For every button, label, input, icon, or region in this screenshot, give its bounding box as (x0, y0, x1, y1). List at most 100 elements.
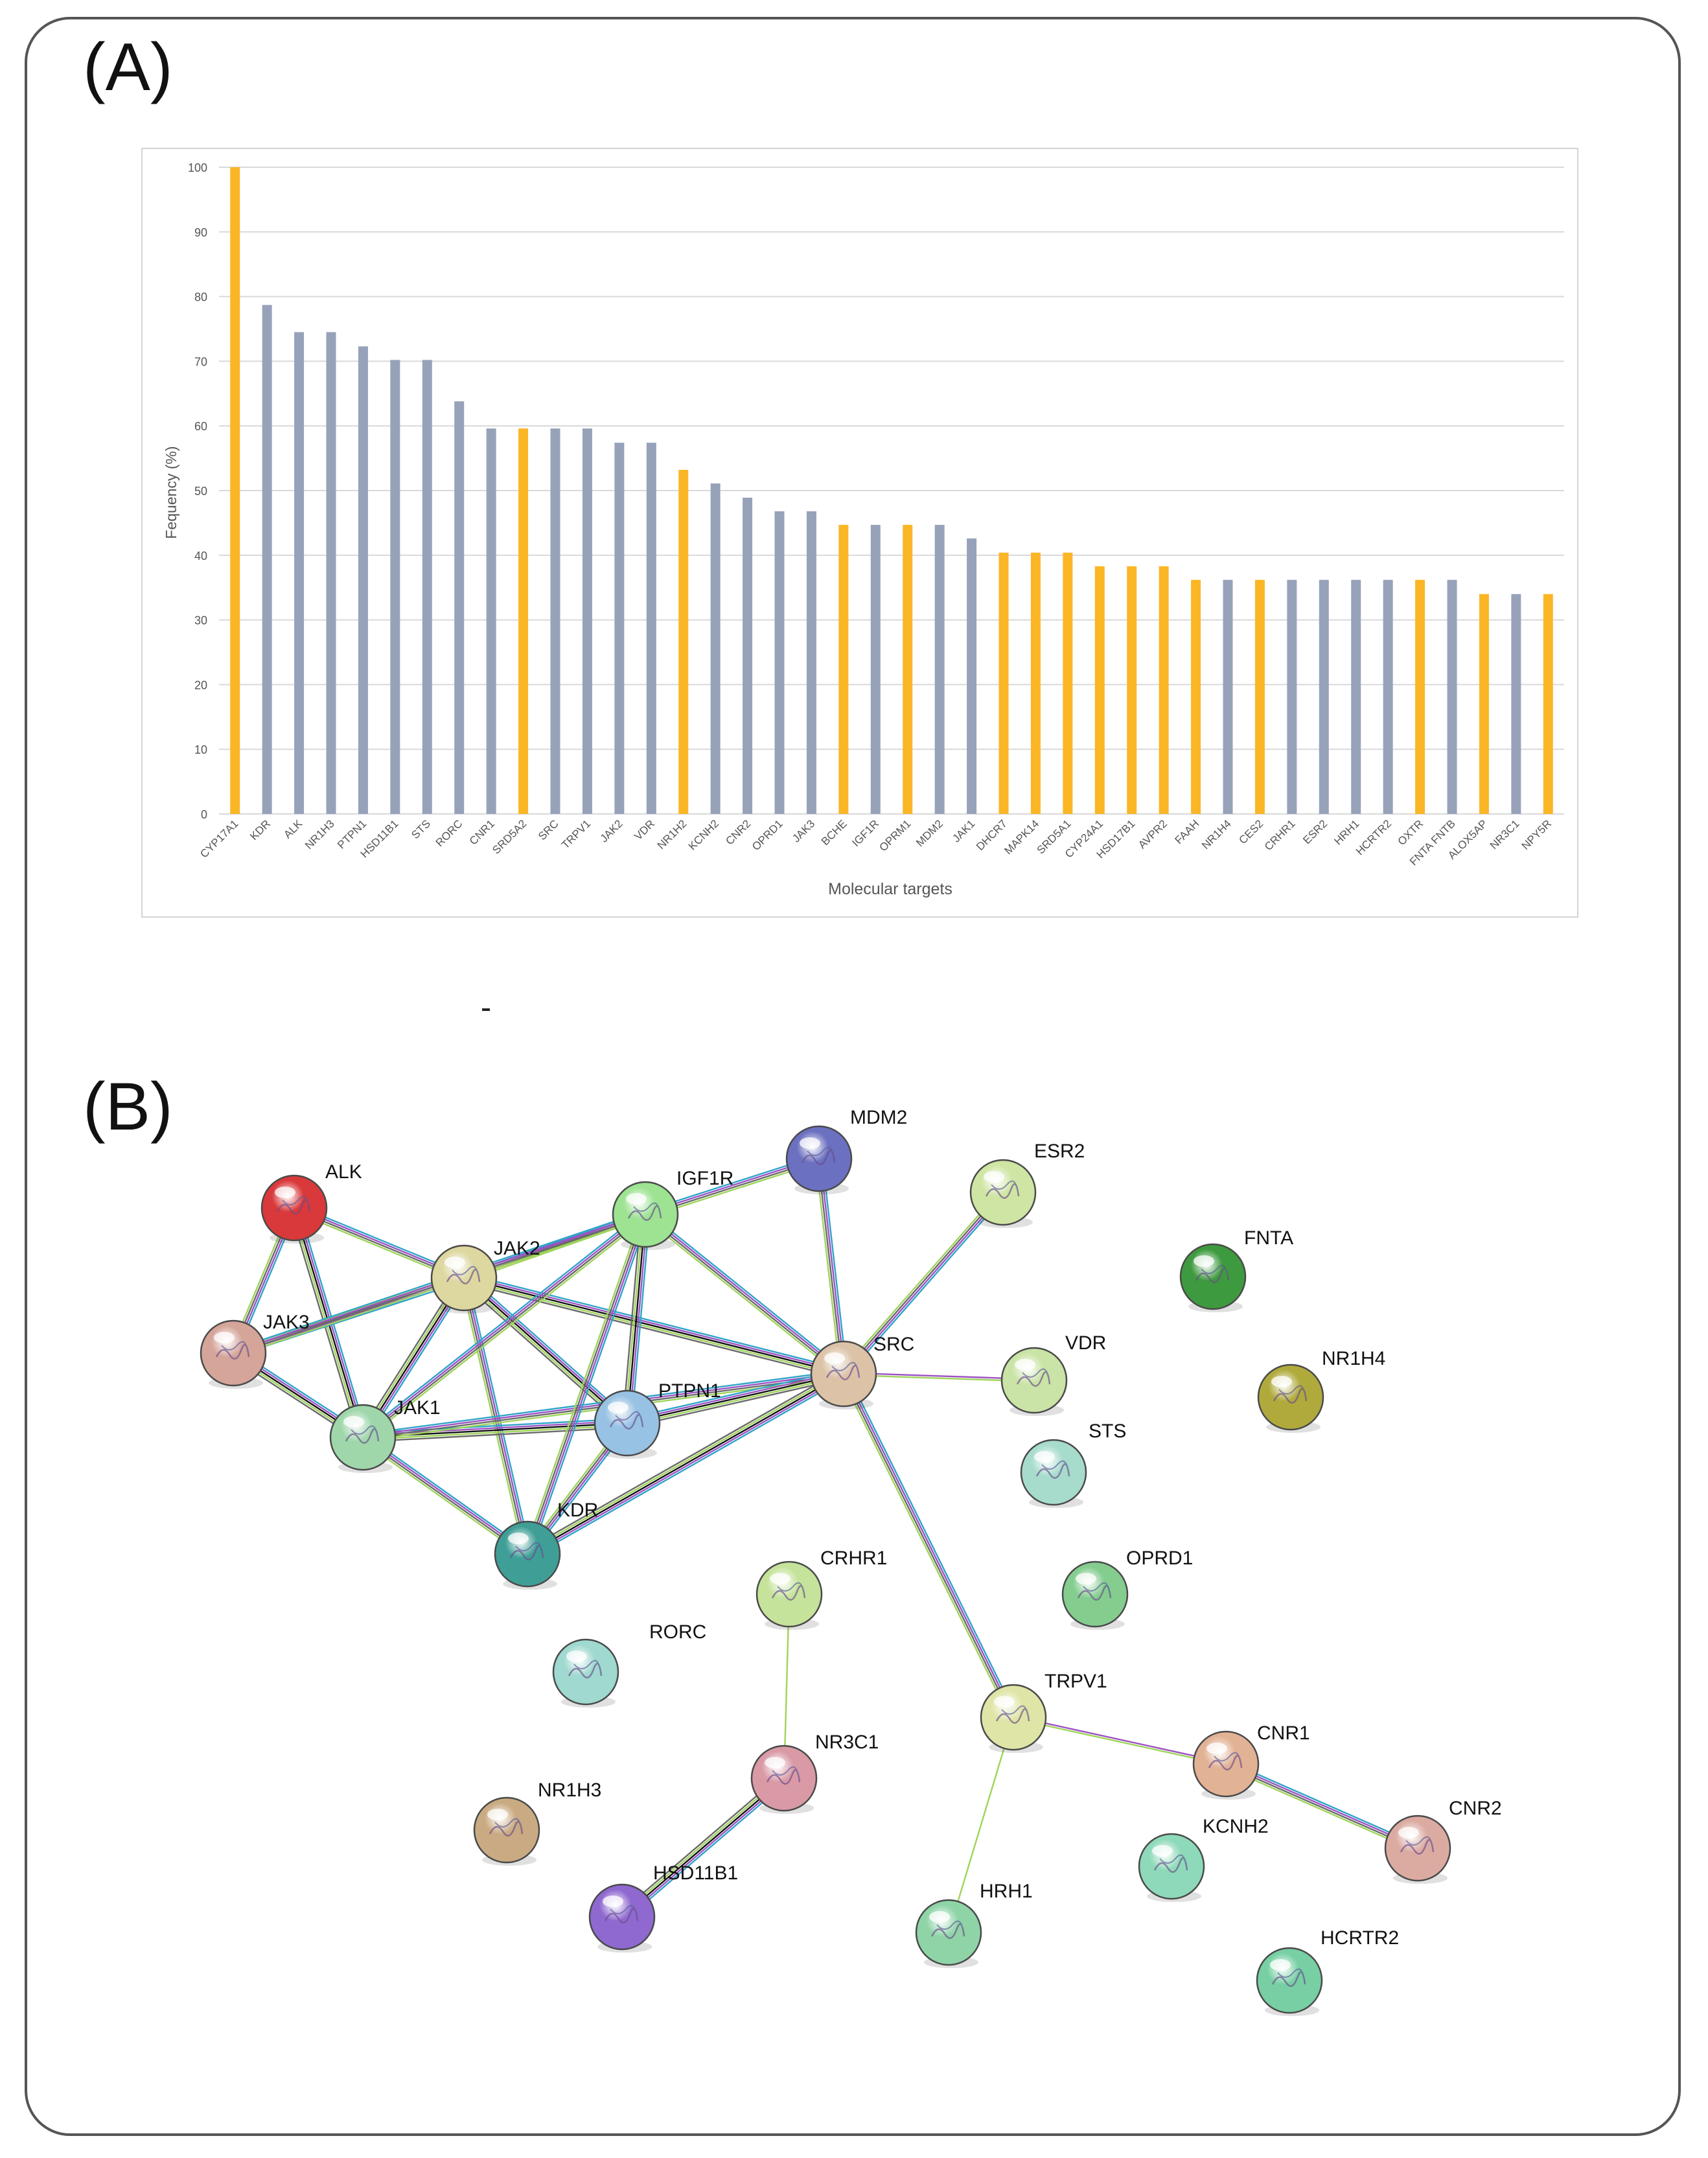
node-sphere (1061, 1560, 1129, 1628)
node-nr3c1[interactable]: NR3C1 (750, 1732, 879, 1814)
node-jak3[interactable]: JAK3 (200, 1312, 310, 1389)
node-sphere (1000, 1347, 1068, 1414)
node-sphere (810, 1340, 877, 1408)
edge-strand (645, 1212, 845, 1374)
bar-kcnh2 (710, 483, 721, 814)
edge-strand (845, 1194, 1006, 1377)
node-label: JAK1 (394, 1397, 441, 1419)
node-sphere (1256, 1947, 1323, 2014)
edge-strand (842, 1374, 1013, 1719)
edge-strand (529, 1376, 846, 1559)
node-sphere (430, 1244, 498, 1312)
node-esr2[interactable]: ESR2 (969, 1141, 1085, 1228)
node-hsd11b1[interactable]: HSD11B1 (588, 1862, 738, 1953)
node-ptpn1[interactable]: PTPN1 (594, 1380, 721, 1459)
edge-strand (463, 1277, 628, 1424)
node-src[interactable]: SRC (810, 1334, 914, 1410)
edge-strand (363, 1426, 628, 1443)
edge-strand (627, 1373, 844, 1424)
protein-structure-icon (627, 1202, 662, 1221)
protein-structure-icon (1016, 1368, 1051, 1387)
node-sphere (1192, 1730, 1260, 1798)
network-nodes: ALK JAK2 JAK3 JAK1 IGF1R MDM2 ESR2 FNTA PTPN1 SRC… (200, 1107, 1502, 2016)
edge-strand (527, 1214, 647, 1555)
edge-strand (844, 1373, 1015, 1717)
node-label: IGF1R (676, 1168, 733, 1189)
node-highlight (1194, 1255, 1214, 1267)
bar-cnr2 (743, 497, 753, 814)
node-label: HRH1 (980, 1881, 1033, 1902)
bar-nr1h2 (678, 470, 689, 814)
edge-src-kdr (525, 1369, 846, 1559)
edge-src-trpv1 (840, 1372, 1017, 1719)
node-hcrtr2[interactable]: HCRTR2 (1256, 1927, 1399, 2016)
edge-strand (629, 1214, 649, 1424)
bar-nr1h3 (326, 332, 336, 814)
edge-trpv1-cnr1 (1013, 1715, 1227, 1766)
node-fnta[interactable]: FNTA (1179, 1227, 1293, 1312)
edge-jak1-ptpn1 (362, 1418, 628, 1443)
node-jak2[interactable]: JAK2 (430, 1238, 540, 1314)
node-nr1h4[interactable]: NR1H4 (1257, 1348, 1385, 1433)
edge-strand (364, 1433, 530, 1552)
bar-nr3c1 (1511, 594, 1521, 814)
protein-structure-icon (995, 1705, 1030, 1724)
node-alk[interactable]: ALK (260, 1161, 362, 1244)
bar-crhr1 (1287, 579, 1297, 814)
edge-strand (364, 1216, 648, 1441)
node-label: ALK (325, 1161, 362, 1183)
edge-strand (527, 1373, 844, 1555)
node-oprd1[interactable]: OPRD1 (1061, 1548, 1193, 1630)
bar-vdr (646, 443, 656, 814)
node-sphere (594, 1389, 661, 1457)
protein-structure-icon (1195, 1264, 1230, 1283)
y-tick-label: 0 (201, 808, 207, 821)
node-highlight (508, 1533, 529, 1544)
edge-strand (623, 1779, 786, 1920)
node-cnr2[interactable]: CNR2 (1384, 1798, 1502, 1884)
bar-oprd1 (774, 511, 785, 814)
node-sphere (200, 1319, 267, 1387)
edge-strand (618, 1774, 782, 1914)
edge-strand (461, 1279, 627, 1426)
panel-label-b: (B) (83, 1069, 173, 1144)
node-label: HCRTR2 (1321, 1927, 1399, 1949)
node-cnr1[interactable]: CNR1 (1192, 1723, 1310, 1800)
node-crhr1[interactable]: CRHR1 (756, 1548, 887, 1630)
edge-igf1r-kdr (524, 1212, 649, 1556)
edge-jak2-ptpn1 (460, 1274, 631, 1427)
bar-esr2 (1319, 579, 1329, 814)
node-igf1r[interactable]: IGF1R (612, 1168, 733, 1250)
node-kdr[interactable]: KDR (494, 1500, 598, 1590)
node-vdr[interactable]: VDR (1000, 1332, 1106, 1416)
node-jak1[interactable]: JAK1 (329, 1397, 441, 1473)
node-rorc[interactable]: RORC (552, 1621, 706, 1708)
node-label: TRPV1 (1044, 1671, 1107, 1692)
edge-strand (840, 1375, 1011, 1719)
node-nr1h3[interactable]: NR1H3 (473, 1780, 601, 1866)
edge-strand (814, 1159, 842, 1375)
edge-strand (463, 1281, 843, 1379)
bar-srd5a2 (518, 428, 529, 814)
node-hrh1[interactable]: HRH1 (915, 1881, 1033, 1968)
edge-strand (624, 1214, 644, 1423)
edge-strand (529, 1215, 649, 1556)
bar-alox5ap (1479, 594, 1489, 814)
node-kcnh2[interactable]: KCNH2 (1138, 1816, 1269, 1902)
node-label: OPRD1 (1126, 1548, 1193, 1569)
node-sphere (588, 1883, 656, 1951)
y-tick-label: 70 (194, 355, 207, 368)
panel-label-a: (A) (83, 30, 173, 105)
node-trpv1[interactable]: TRPV1 (980, 1671, 1107, 1753)
node-sts[interactable]: STS (1020, 1421, 1126, 1508)
edge-strand (620, 1776, 783, 1916)
node-mdm2[interactable]: MDM2 (785, 1107, 907, 1194)
protein-structure-icon (985, 1180, 1020, 1199)
node-highlight (1034, 1451, 1055, 1463)
bar-chart-panel: 0 10 20 30 40 50 60 70 80 90 100 CYP17A1 KDR ALK NR1H… (141, 148, 1578, 918)
protein-structure-icon (509, 1542, 544, 1560)
edge-strand (846, 1372, 1017, 1717)
node-highlight (1015, 1359, 1035, 1371)
node-highlight (929, 1911, 950, 1923)
